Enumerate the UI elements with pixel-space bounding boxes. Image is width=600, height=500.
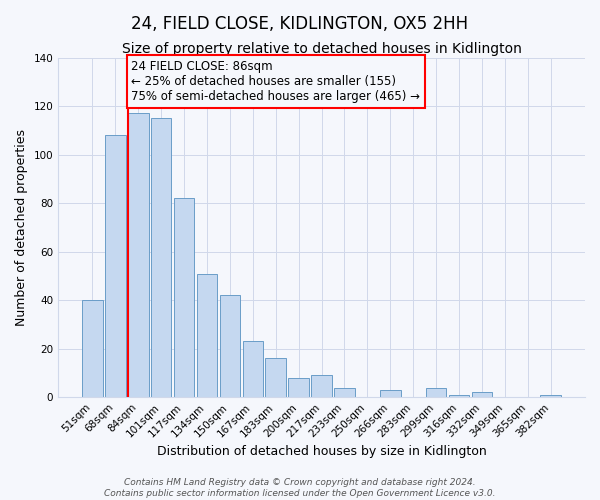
Bar bbox=[128, 114, 149, 397]
Title: Size of property relative to detached houses in Kidlington: Size of property relative to detached ho… bbox=[122, 42, 521, 56]
Bar bbox=[151, 118, 172, 397]
Text: 24, FIELD CLOSE, KIDLINGTON, OX5 2HH: 24, FIELD CLOSE, KIDLINGTON, OX5 2HH bbox=[131, 15, 469, 33]
Bar bbox=[197, 274, 217, 397]
Bar bbox=[242, 342, 263, 397]
Bar bbox=[289, 378, 309, 397]
Text: Contains HM Land Registry data © Crown copyright and database right 2024.
Contai: Contains HM Land Registry data © Crown c… bbox=[104, 478, 496, 498]
Bar bbox=[541, 395, 561, 397]
Bar bbox=[174, 198, 194, 397]
Bar bbox=[380, 390, 401, 397]
Bar bbox=[265, 358, 286, 397]
Bar bbox=[426, 388, 446, 397]
Bar bbox=[334, 388, 355, 397]
Bar bbox=[449, 395, 469, 397]
Bar bbox=[220, 296, 240, 397]
Bar bbox=[472, 392, 493, 397]
X-axis label: Distribution of detached houses by size in Kidlington: Distribution of detached houses by size … bbox=[157, 444, 487, 458]
Bar bbox=[311, 376, 332, 397]
Y-axis label: Number of detached properties: Number of detached properties bbox=[15, 129, 28, 326]
Bar bbox=[82, 300, 103, 397]
Text: 24 FIELD CLOSE: 86sqm
← 25% of detached houses are smaller (155)
75% of semi-det: 24 FIELD CLOSE: 86sqm ← 25% of detached … bbox=[131, 60, 421, 103]
Bar bbox=[105, 136, 125, 397]
